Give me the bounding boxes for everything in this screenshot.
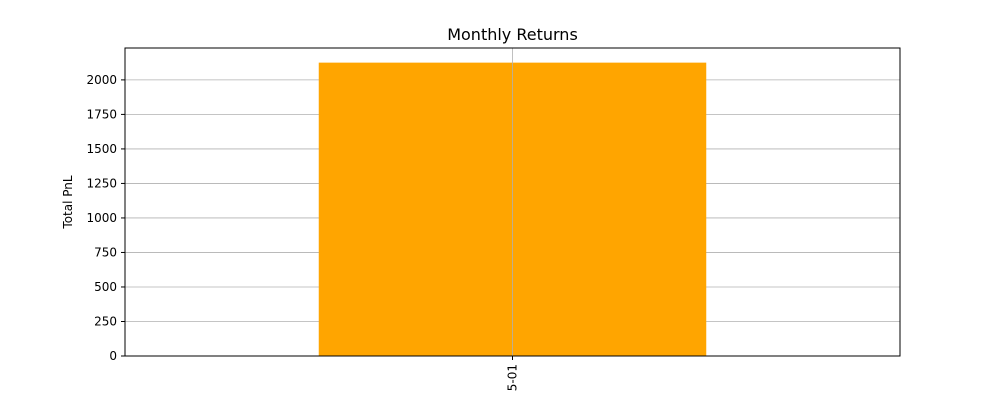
y-axis-label: Total PnL [61,175,75,229]
y-tick-label-6: 1500 [86,142,117,156]
y-tick-label-4: 1000 [86,211,117,225]
y-tick-label-8: 2000 [86,73,117,87]
y-tick-label-5: 1250 [86,176,117,190]
y-tick-label-0: 0 [109,349,117,363]
y-tick-label-1: 250 [94,314,117,328]
x-axis-ticks: 5-01 [506,356,520,391]
x-tick-label-0: 5-01 [506,364,520,391]
y-tick-label-2: 500 [94,280,117,294]
y-tick-label-7: 1750 [86,107,117,121]
chart-title: Monthly Returns [447,25,578,44]
y-tick-label-3: 750 [94,245,117,259]
plot-frame [124,47,901,357]
y-axis-ticks: 0 250 500 750 1000 1250 1500 1750 2000 [86,73,125,363]
